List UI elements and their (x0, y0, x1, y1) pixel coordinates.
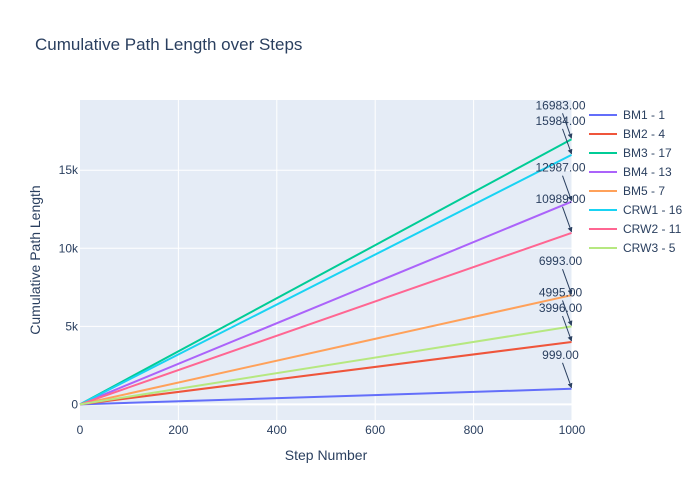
annotation-label: 999.00 (542, 348, 579, 362)
series-line (79, 200, 572, 406)
end-annotations: 999.00 3996.00 16983.00 12987.00 6993.00 1598… (535, 98, 586, 389)
legend-label: BM2 - 4 (623, 127, 665, 141)
series-line (79, 154, 572, 406)
legend-label: BM4 - 13 (623, 165, 672, 179)
annotation-arrow (562, 362, 573, 389)
x-tick-label: 400 (267, 423, 287, 437)
legend[interactable]: BM1 - 1 BM2 - 4 BM3 - 17 BM4 - 13 BM5 - 7 CRW… (589, 108, 682, 255)
legend-item[interactable]: BM5 - 7 (589, 184, 665, 198)
x-tick-label: 800 (464, 423, 484, 437)
chart-title: Cumulative Path Length over Steps (35, 35, 302, 54)
legend-item[interactable]: CRW2 - 11 (589, 222, 682, 236)
annotation-arrow (562, 113, 573, 139)
annotation-arrow (562, 175, 573, 202)
annotation-label: 4995.00 (539, 285, 583, 299)
legend-item[interactable]: BM4 - 13 (589, 165, 672, 179)
x-tick-label: 0 (77, 423, 84, 437)
y-tick-label: 5k (65, 319, 79, 333)
legend-label: BM5 - 7 (623, 184, 665, 198)
legend-label: BM3 - 17 (623, 146, 672, 160)
legend-item[interactable]: BM1 - 1 (589, 108, 665, 122)
legend-item[interactable]: CRW3 - 5 (589, 241, 676, 255)
annotation-label: 15984.00 (535, 114, 585, 128)
legend-label: CRW1 - 16 (623, 203, 682, 217)
legend-label: BM1 - 1 (623, 108, 665, 122)
series-line (79, 341, 572, 406)
annotation-label: 3996.00 (539, 301, 583, 315)
y-axis-ticks: 0 5k 10k 15k (59, 163, 79, 411)
series-line (79, 138, 572, 406)
x-tick-label: 1000 (559, 423, 586, 437)
annotation-label: 16983.00 (535, 98, 585, 112)
legend-label: CRW3 - 5 (623, 241, 676, 255)
series-line (79, 231, 572, 406)
legend-item[interactable]: BM2 - 4 (589, 127, 665, 141)
y-tick-label: 10k (59, 241, 79, 255)
legend-label: CRW2 - 11 (623, 222, 682, 236)
x-tick-label: 600 (365, 423, 385, 437)
series-lines (79, 138, 572, 406)
x-tick-label: 200 (168, 423, 188, 437)
annotation-arrow (562, 206, 573, 233)
annotation-arrow (562, 300, 573, 326)
annotation-label: 12987.00 (535, 161, 585, 175)
plot-area (80, 100, 572, 420)
annotation-label: 10989.00 (535, 192, 585, 206)
series-line (79, 325, 572, 406)
legend-item[interactable]: CRW1 - 16 (589, 203, 682, 217)
legend-item[interactable]: BM3 - 17 (589, 146, 672, 160)
series-line (79, 387, 572, 406)
x-axis-title: Step Number (285, 447, 368, 463)
series-line (79, 294, 572, 406)
y-tick-label: 0 (71, 397, 78, 411)
grid-lines (80, 100, 573, 420)
annotation-arrow (562, 128, 573, 155)
annotation-arrow (562, 315, 573, 342)
y-tick-label: 15k (59, 163, 79, 177)
annotation-label: 6993.00 (539, 254, 583, 268)
annotation-arrow (562, 269, 573, 295)
y-axis-title: Cumulative Path Length (27, 185, 43, 334)
x-axis-ticks: 0 200 400 600 800 1000 (77, 423, 586, 437)
